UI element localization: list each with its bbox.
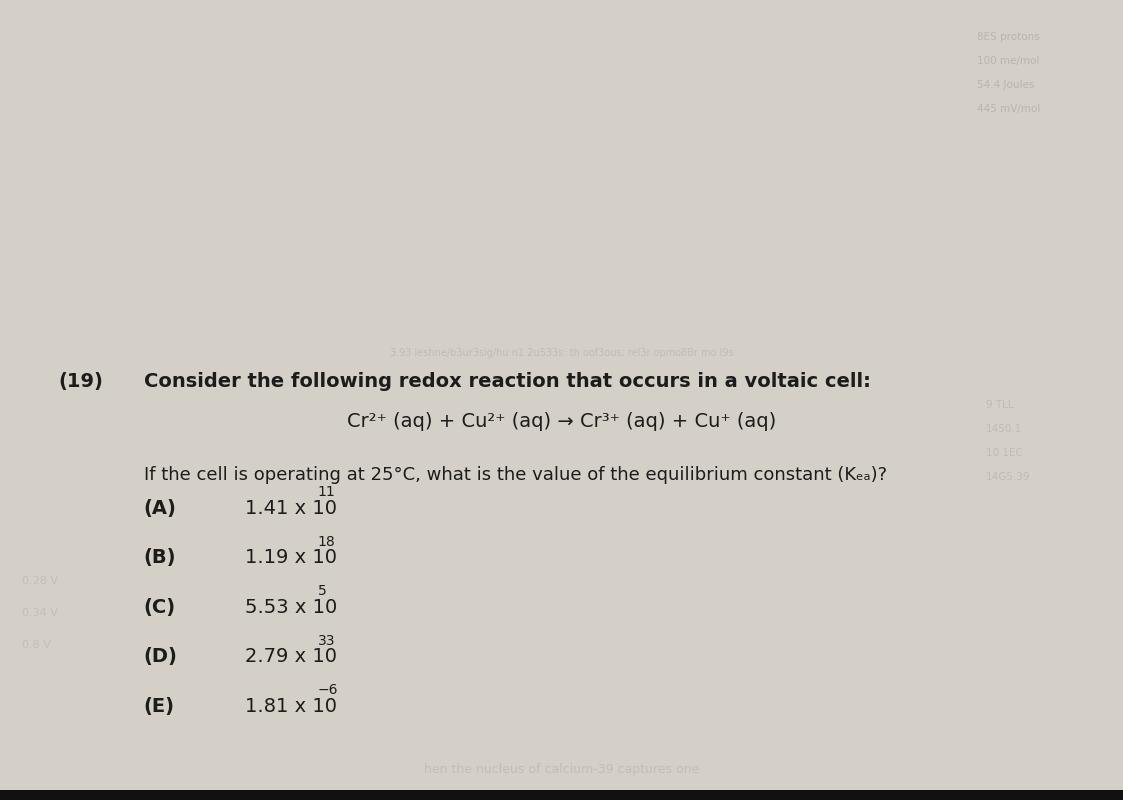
Text: (A): (A) [144, 498, 176, 518]
Text: 0.34 V: 0.34 V [22, 608, 58, 618]
Text: 1.19 x 10: 1.19 x 10 [245, 548, 337, 567]
Text: 54.4 Joules: 54.4 Joules [977, 80, 1034, 90]
Text: 2.79 x 10: 2.79 x 10 [245, 647, 337, 666]
Text: 5: 5 [318, 584, 327, 598]
Text: 10 1EC: 10 1EC [986, 448, 1023, 458]
Text: hen the nucleus of calcium-39 captures one: hen the nucleus of calcium-39 captures o… [423, 763, 700, 776]
Text: Consider the following redox reaction that occurs in a voltaic cell:: Consider the following redox reaction th… [144, 372, 870, 391]
Text: 3.93 leshne/b3ur3sig/hu n1 2u533s: th oof3ous; rel3r opmo8Br mo l9s: 3.93 leshne/b3ur3sig/hu n1 2u533s: th oo… [390, 348, 733, 358]
Text: −6: −6 [318, 683, 338, 698]
Text: 0.28 V: 0.28 V [22, 576, 58, 586]
Text: 445 mV/mol: 445 mV/mol [977, 104, 1040, 114]
Text: 5.53 x 10: 5.53 x 10 [245, 598, 337, 617]
Text: 9 TLL: 9 TLL [986, 400, 1014, 410]
Text: Cr²⁺ (aq) + Cu²⁺ (aq) → Cr³⁺ (aq) + Cu⁺ (aq): Cr²⁺ (aq) + Cu²⁺ (aq) → Cr³⁺ (aq) + Cu⁺ … [347, 412, 776, 431]
Text: 18: 18 [318, 534, 336, 549]
Text: 1450.1: 1450.1 [986, 424, 1022, 434]
Text: If the cell is operating at 25°C, what is the value of the equilibrium constant : If the cell is operating at 25°C, what i… [144, 466, 887, 483]
Text: (D): (D) [144, 647, 177, 666]
Bar [0, 790, 1123, 800]
Text: 0.8 V: 0.8 V [22, 640, 52, 650]
Text: (B): (B) [144, 548, 176, 567]
Text: 8ES protons: 8ES protons [977, 32, 1040, 42]
Text: (19): (19) [58, 372, 103, 391]
Text: 14G5.39: 14G5.39 [986, 472, 1031, 482]
Text: 1.41 x 10: 1.41 x 10 [245, 498, 337, 518]
Text: 1.81 x 10: 1.81 x 10 [245, 697, 337, 716]
Text: 11: 11 [318, 485, 336, 499]
Text: 33: 33 [318, 634, 335, 648]
Text: 100 me/mol: 100 me/mol [977, 56, 1040, 66]
Text: (C): (C) [144, 598, 176, 617]
Text: (E): (E) [144, 697, 175, 716]
